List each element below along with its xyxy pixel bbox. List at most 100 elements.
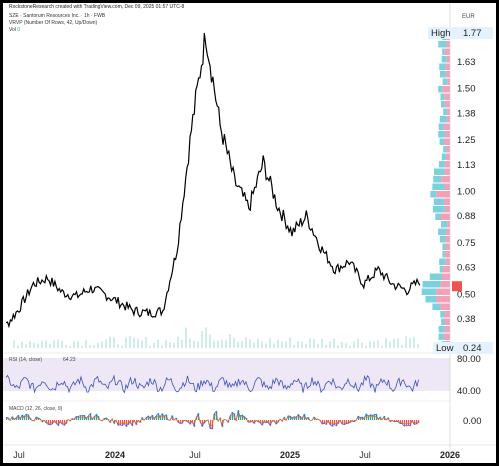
symbol-legend[interactable]: SZE · Santorum Resources Inc. · 1h · FWB <box>9 13 106 19</box>
vp-up-row <box>439 236 446 243</box>
time-label: Jul <box>359 450 371 460</box>
vp-down-row <box>436 296 450 303</box>
vp-up-row <box>435 213 441 220</box>
time-label: 2025 <box>280 450 300 460</box>
volume-bar <box>133 337 135 348</box>
volume-bar <box>145 336 147 348</box>
vp-up-row <box>422 281 441 288</box>
vp-down-row <box>444 161 450 168</box>
price-axis[interactable]: 1.63 1.50 1.38 1.25 1.13 1.00 0.88 0.75 0.63 0.50… <box>428 27 493 354</box>
volume-bar <box>401 345 403 348</box>
volume-bar <box>253 342 255 348</box>
rsi-band <box>3 358 450 391</box>
low-label: Low <box>436 343 454 354</box>
volume-bar <box>393 338 395 348</box>
macd-bar <box>130 420 132 423</box>
vp-down-row <box>444 48 450 55</box>
volume-bar <box>69 345 71 348</box>
volume-bar <box>153 342 155 348</box>
macd-bar <box>24 416 26 420</box>
macd-bar <box>62 420 64 425</box>
volume-bar <box>225 340 227 348</box>
vp-down-row <box>446 56 450 63</box>
macd-bar <box>26 413 28 420</box>
vp-down-row <box>443 198 450 205</box>
volume-bar <box>265 343 267 348</box>
volume-bar <box>65 345 67 348</box>
volume-bar <box>385 338 387 348</box>
volume-bar <box>329 341 331 348</box>
macd-bar <box>220 417 222 420</box>
volume-bar <box>389 341 391 348</box>
vp-up-row <box>430 191 437 198</box>
macd-bar <box>364 418 366 420</box>
volume-bar <box>121 345 123 348</box>
vp-up-row <box>429 273 442 280</box>
volume-bar <box>337 345 339 348</box>
macd-bar <box>230 415 232 420</box>
macd-bar <box>328 420 330 422</box>
time-label: Jul <box>13 450 25 460</box>
volume-legend[interactable]: Vol 0 <box>9 27 20 33</box>
vp-down-row <box>446 116 450 123</box>
vp-up-row <box>440 101 445 108</box>
chart-svg[interactable]: RSI (14, close) 64.23 80.00 40.00 MACD (… <box>3 3 496 463</box>
vp-down-row <box>442 266 450 273</box>
vp-up-row <box>438 161 445 168</box>
macd-bar <box>342 420 344 425</box>
volume-bar <box>53 340 55 348</box>
volume-bar <box>409 338 411 348</box>
rsi-label[interactable]: RSI (14, close) <box>9 357 42 363</box>
vp-down-row <box>445 63 450 70</box>
volume-bar <box>77 341 79 348</box>
low-tag-bg <box>433 342 493 354</box>
volume-value: 0 <box>17 27 21 33</box>
volume-bar <box>193 340 195 348</box>
macd-label[interactable]: MACD (12, 26, close, 9) <box>9 406 63 412</box>
vp-up-row <box>438 86 443 93</box>
volume-bar <box>197 341 199 348</box>
volume-bar <box>125 337 127 348</box>
macd-bar <box>360 417 362 420</box>
vp-down-row <box>443 138 450 145</box>
vrvp-legend[interactable]: VRVP (Number Of Rows, 42, Up/Down) <box>9 20 98 26</box>
volume-bar <box>301 341 303 348</box>
vp-up-row <box>441 221 448 228</box>
time-label: Jul <box>189 450 201 460</box>
volume-bar <box>261 341 263 348</box>
volume-bar <box>181 340 183 348</box>
macd-bar <box>260 420 262 423</box>
macd-bar <box>124 420 126 424</box>
vp-up-row <box>438 333 444 340</box>
vp-down-row <box>441 273 450 280</box>
price-tick: 0.88 <box>457 211 476 222</box>
vp-up-row <box>439 63 446 70</box>
volume-bar <box>201 331 203 348</box>
vp-down-row <box>436 288 450 295</box>
vp-down-row <box>446 146 450 153</box>
macd-bar <box>404 420 406 427</box>
volume-bar <box>209 334 211 348</box>
macd-bar <box>200 420 202 422</box>
volume-bar <box>273 343 275 348</box>
vp-down-row <box>440 213 450 220</box>
time-axis[interactable]: Jul 2024 Jul 2025 Jul 2026 <box>13 450 460 460</box>
volume-bar <box>341 342 343 348</box>
volume-bar <box>357 338 359 348</box>
vp-down-row <box>444 206 450 213</box>
vp-down-row <box>444 93 450 100</box>
volume-bar <box>157 339 159 348</box>
macd-bar <box>406 420 408 427</box>
vp-up-row <box>432 206 445 213</box>
vp-up-row <box>442 48 445 55</box>
volume-bar <box>45 340 47 348</box>
macd-bar <box>414 420 416 425</box>
volume-bar <box>281 341 283 348</box>
volume-bar <box>413 336 415 348</box>
volume-bar <box>129 336 131 348</box>
vp-down-row <box>440 281 450 288</box>
macd-bar <box>138 420 140 421</box>
volume-bar <box>213 340 215 348</box>
macd-bar <box>412 420 414 421</box>
macd-bar <box>268 420 270 423</box>
